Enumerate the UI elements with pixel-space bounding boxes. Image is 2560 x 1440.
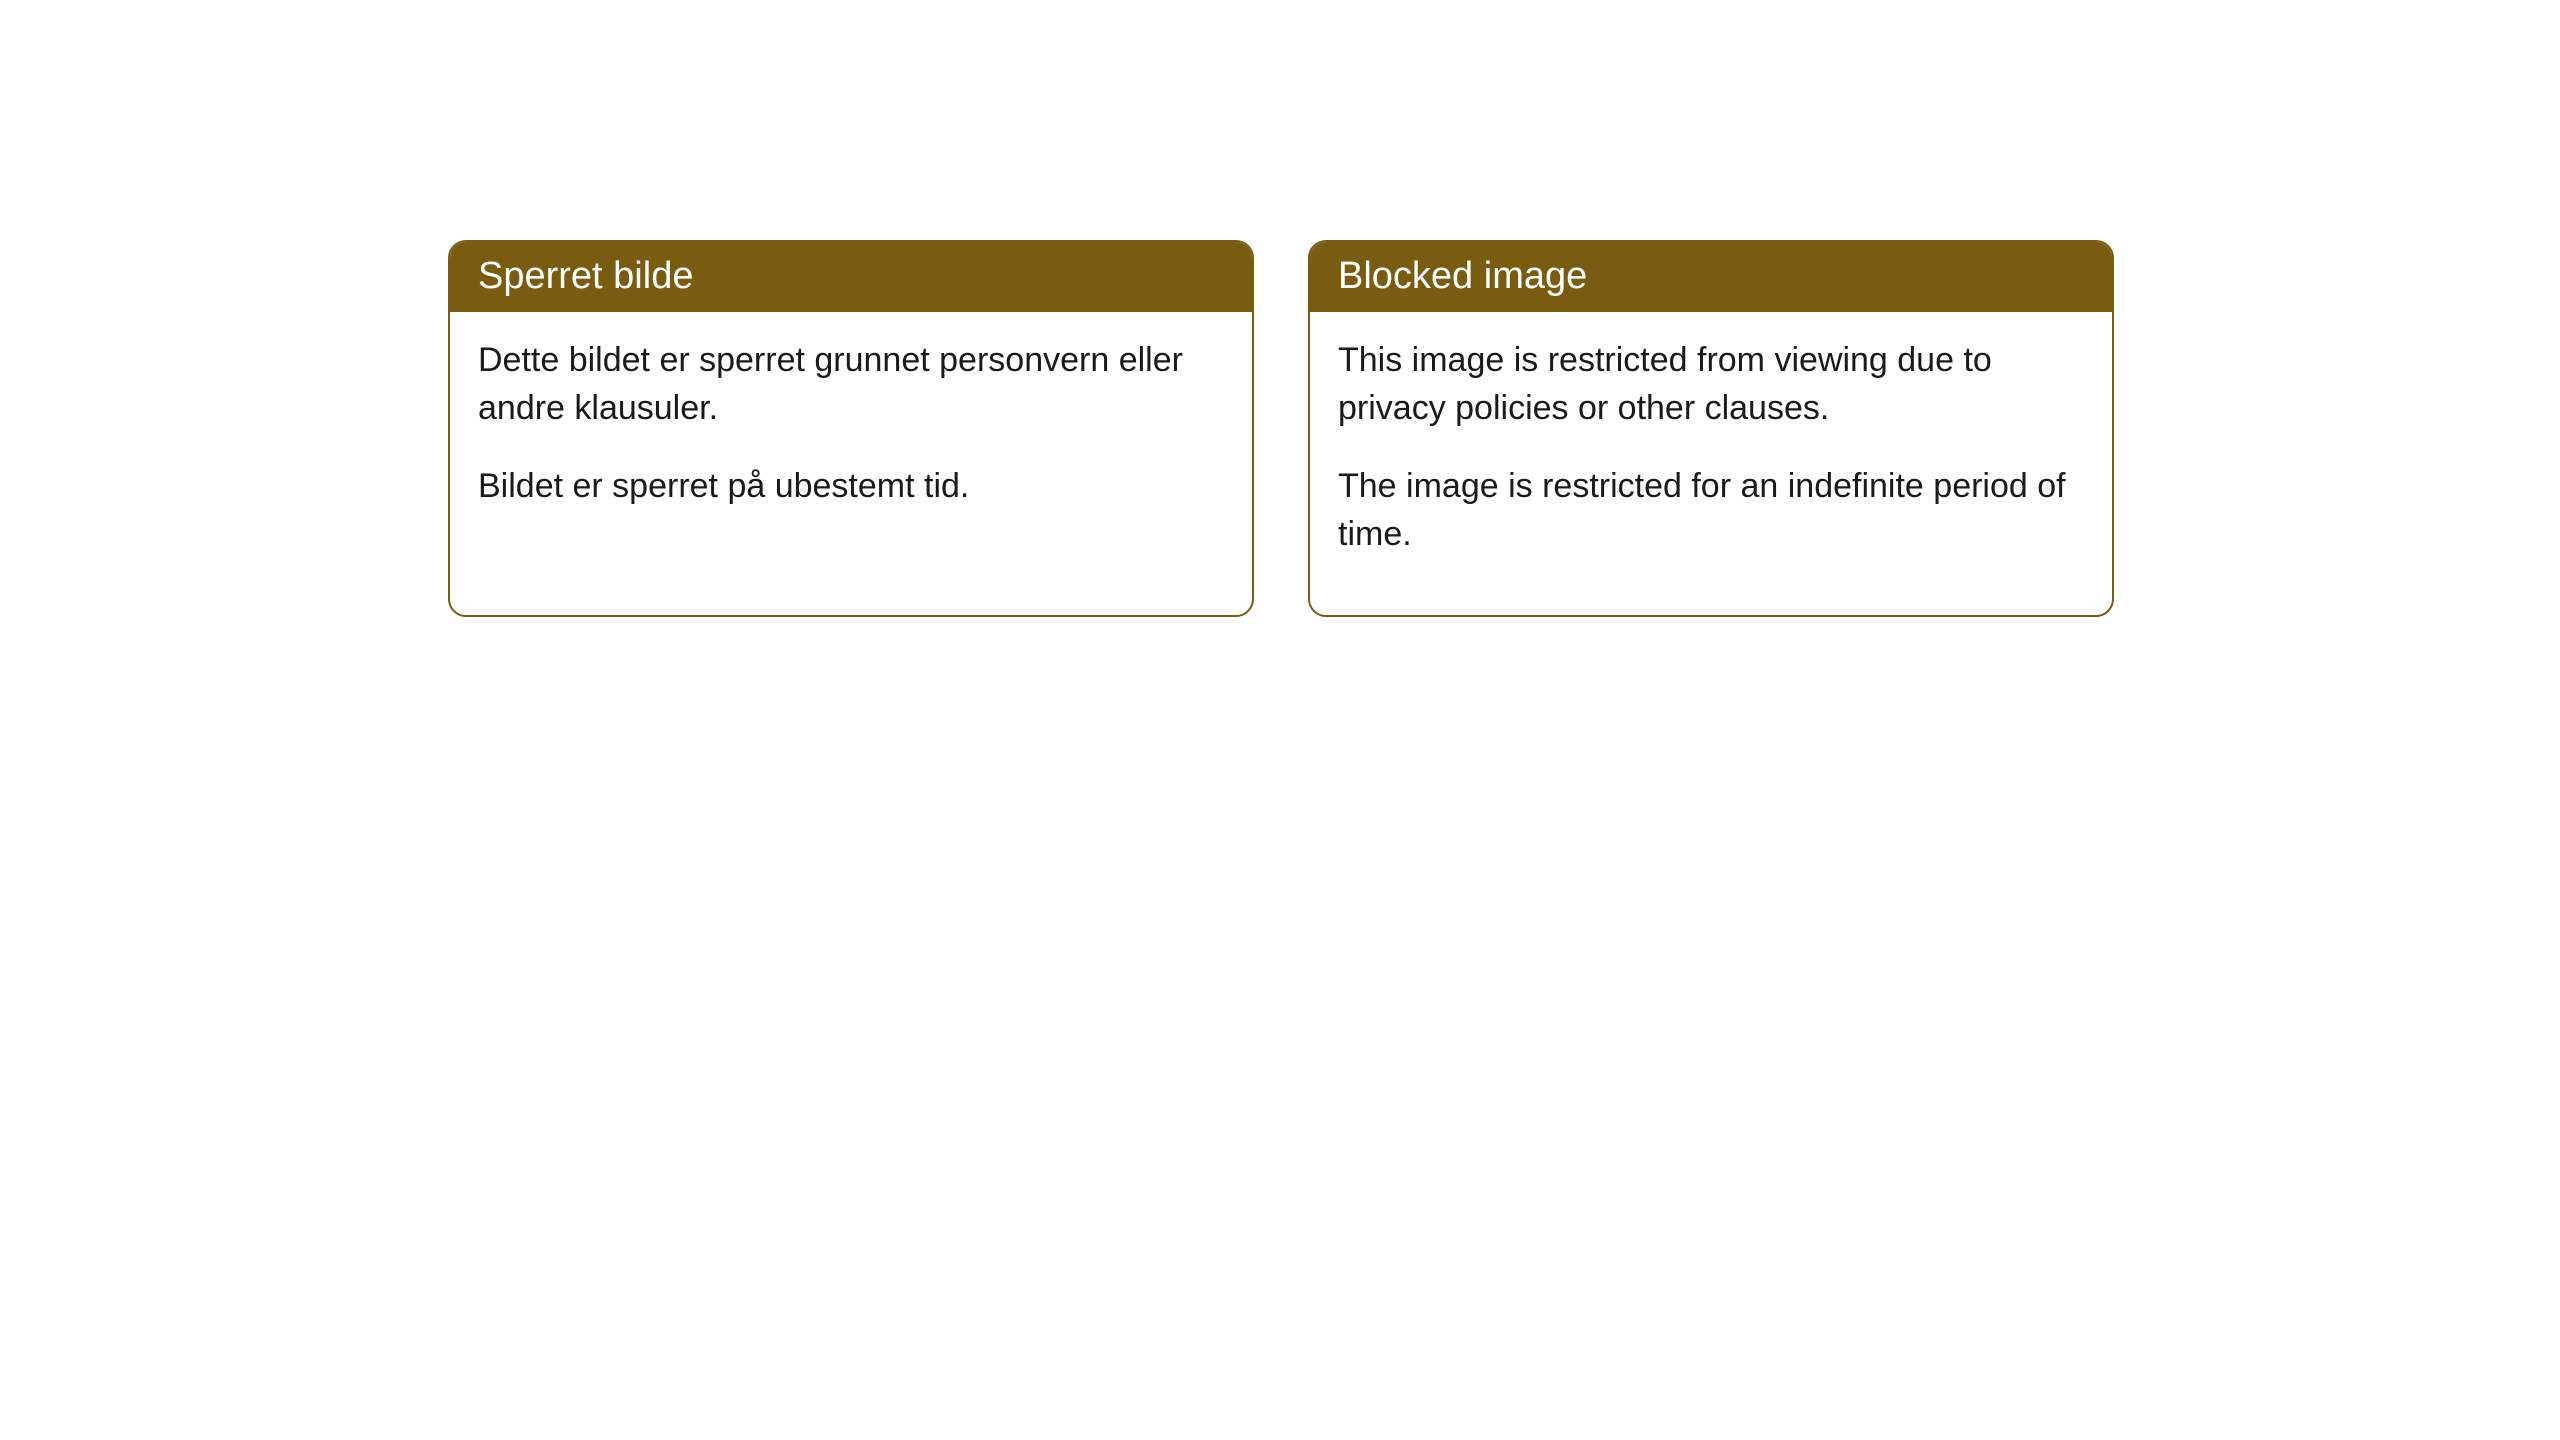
cards-container: Sperret bilde Dette bildet er sperret gr… <box>448 240 2560 617</box>
card-para1-norwegian: Dette bildet er sperret grunnet personve… <box>478 336 1224 433</box>
card-body-norwegian: Dette bildet er sperret grunnet personve… <box>450 312 1252 567</box>
card-english: Blocked image This image is restricted f… <box>1308 240 2114 617</box>
card-para2-english: The image is restricted for an indefinit… <box>1338 462 2084 559</box>
card-para1-english: This image is restricted from viewing du… <box>1338 336 2084 433</box>
card-para2-norwegian: Bildet er sperret på ubestemt tid. <box>478 462 1224 510</box>
card-norwegian: Sperret bilde Dette bildet er sperret gr… <box>448 240 1254 617</box>
card-header-norwegian: Sperret bilde <box>450 242 1252 312</box>
card-header-english: Blocked image <box>1310 242 2112 312</box>
card-body-english: This image is restricted from viewing du… <box>1310 312 2112 615</box>
